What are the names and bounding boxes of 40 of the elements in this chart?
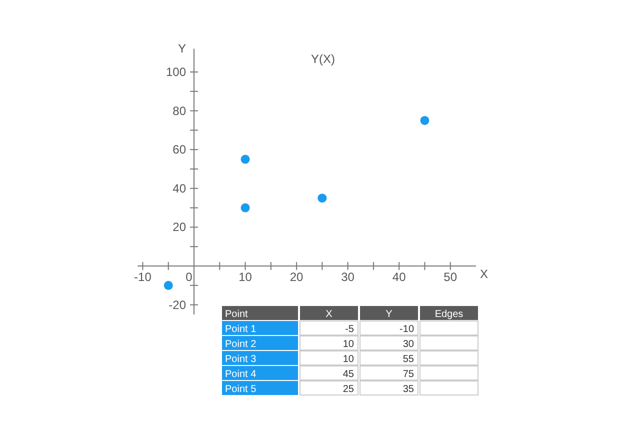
point xyxy=(240,203,250,212)
series-label: X xyxy=(326,309,333,320)
data-label: -10 xyxy=(400,324,414,335)
point xyxy=(164,280,173,290)
x-tick-label: 20 xyxy=(290,270,304,284)
x-tick-label: -10 xyxy=(134,270,152,284)
category-label: Point 5 xyxy=(225,384,257,395)
y-tick-label: -20 xyxy=(168,298,186,312)
y-tick-label: 80 xyxy=(172,104,186,118)
x-tick-label: 10 xyxy=(238,270,252,284)
data-label: 45 xyxy=(342,369,354,380)
point xyxy=(420,116,430,125)
category-label: Point 4 xyxy=(225,369,257,380)
y-tick-label: 60 xyxy=(172,142,186,157)
annotation: Edges xyxy=(434,309,464,320)
x-tick-label: 0 xyxy=(186,270,193,284)
data-label: 10 xyxy=(342,339,354,350)
point xyxy=(240,154,250,164)
data-label: 75 xyxy=(402,369,414,380)
x-tick-label: 50 xyxy=(444,270,458,284)
y-tick-label: 20 xyxy=(172,220,186,234)
category-label: Point 3 xyxy=(225,354,257,365)
point xyxy=(318,194,327,203)
chart-title: Y(X) xyxy=(311,52,336,66)
legend-title: Point xyxy=(225,309,248,320)
y-axis-title: Y xyxy=(178,42,186,56)
data-label: -5 xyxy=(345,324,354,335)
data-label: 35 xyxy=(402,384,414,395)
data-label: 25 xyxy=(342,384,354,395)
data-label: 10 xyxy=(342,354,354,365)
x-axis-title: X xyxy=(480,266,488,281)
x-tick-label: 40 xyxy=(392,270,406,284)
x-tick-label: 30 xyxy=(341,270,355,284)
y-tick-label: 40 xyxy=(172,181,186,196)
data-label: 30 xyxy=(402,339,414,350)
y-tick-label: 100 xyxy=(166,64,186,79)
category-label: Point 1 xyxy=(225,324,257,335)
series-label: Y xyxy=(386,309,393,320)
data-label: 55 xyxy=(402,354,414,365)
category-label: Point 2 xyxy=(225,339,257,350)
